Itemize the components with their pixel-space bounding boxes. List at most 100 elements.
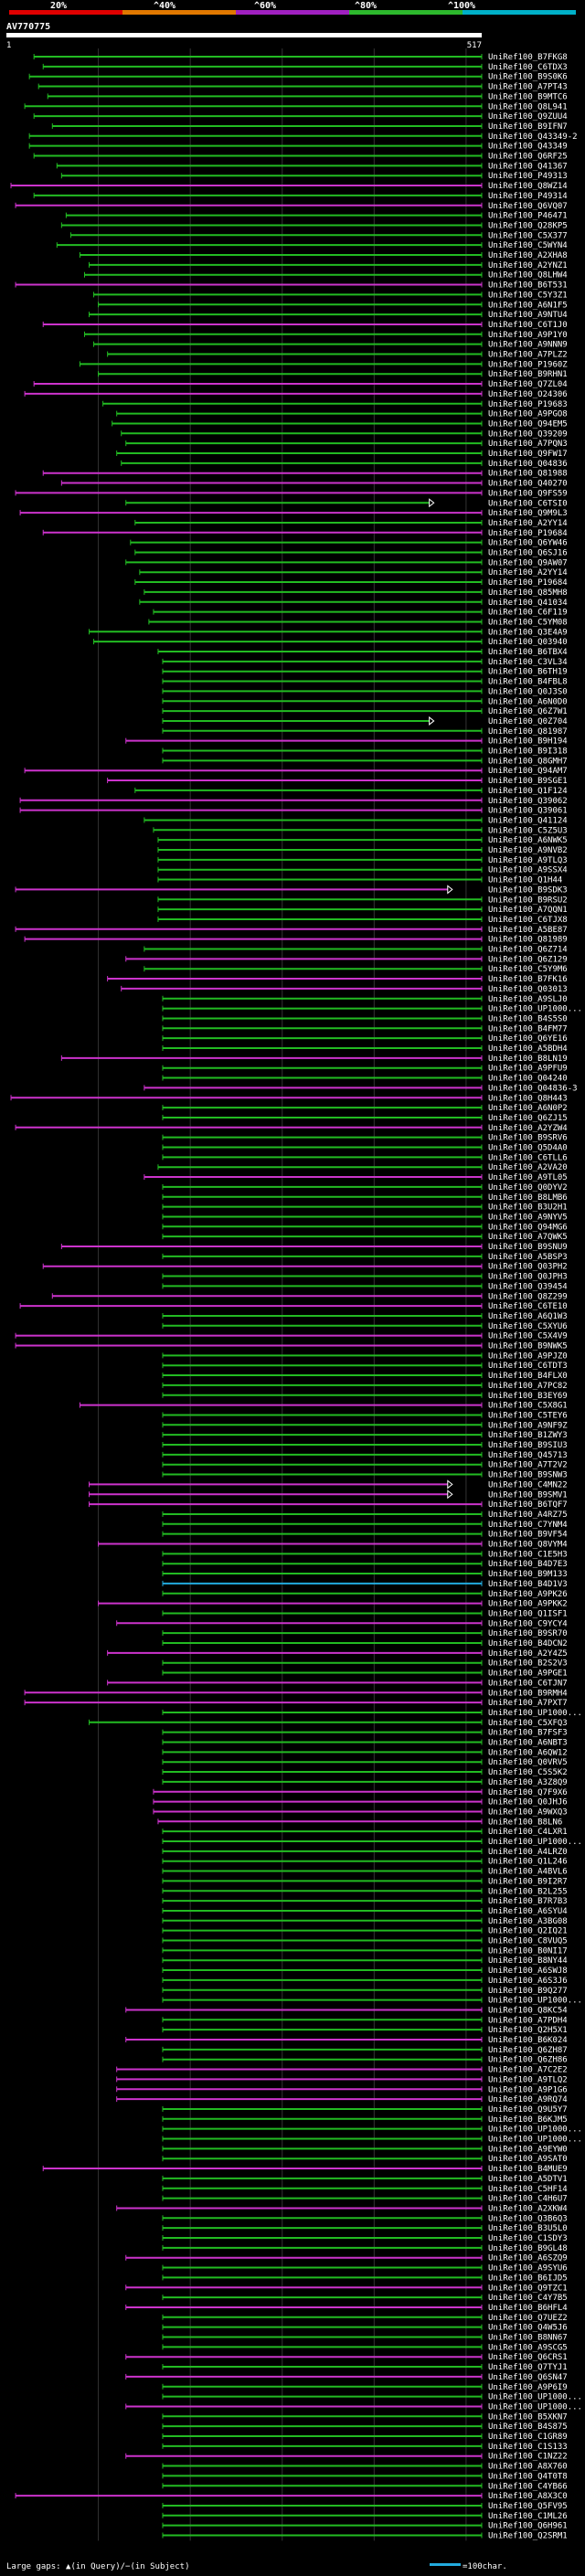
hit-row[interactable]: UniRef100_Q85MH8 [144, 588, 568, 598]
hit-row[interactable]: UniRef100_Q8L941 [24, 102, 568, 111]
hit-row[interactable]: UniRef100_A4RZ75 [162, 1511, 568, 1520]
hit-row[interactable]: UniRef100_B4D1V3 [162, 1580, 568, 1589]
hit-row[interactable]: UniRef100_B9M133 [162, 1570, 568, 1579]
hit-label[interactable]: UniRef100_A9NYV5 [488, 1213, 568, 1222]
hit-label[interactable]: UniRef100_B9SNW3 [488, 1471, 568, 1480]
hit-label[interactable]: UniRef100_Q43349-2 [488, 133, 578, 142]
hit-row[interactable]: UniRef100_A4BVL6 [162, 1868, 568, 1877]
hit-row[interactable]: UniRef100_Q6CRS1 [125, 2353, 568, 2362]
hit-label[interactable]: UniRef100_C5Z5U3 [488, 826, 568, 835]
hit-label[interactable]: UniRef100_Q1L246 [488, 1858, 568, 1867]
hit-row[interactable]: UniRef100_B6IJD5 [162, 2274, 568, 2283]
hit-label[interactable]: UniRef100_C5X4V9 [488, 1332, 568, 1341]
hit-row[interactable]: UniRef100_UP1000... [162, 1005, 582, 1014]
hit-row[interactable]: UniRef100_B2S2V3 [162, 1659, 568, 1669]
hit-row[interactable]: UniRef100_C6TE10 [19, 1302, 568, 1311]
hit-row[interactable]: UniRef100_Q4W5J6 [162, 2324, 568, 2333]
hit-label[interactable]: UniRef100_A9NVB2 [488, 846, 568, 855]
hit-label[interactable]: UniRef100_C5XYU6 [488, 1322, 568, 1331]
hit-label[interactable]: UniRef100_C5S5K2 [488, 1768, 568, 1777]
hit-label[interactable]: UniRef100_C1E5H3 [488, 1550, 568, 1559]
hit-row[interactable]: UniRef100_A9SSX4 [157, 866, 568, 875]
hit-row[interactable]: UniRef100_A7PQN3 [125, 440, 568, 449]
hit-label[interactable]: UniRef100_A6SWJ8 [488, 1966, 568, 1976]
hit-row[interactable]: UniRef100_B9SMV1 [89, 1489, 568, 1500]
hit-row[interactable]: UniRef100_UP1000... [162, 1997, 582, 2006]
hit-row[interactable]: UniRef100_B8LN6 [157, 1818, 562, 1827]
hit-row[interactable]: UniRef100_B6HFL4 [125, 2304, 568, 2313]
hit-label[interactable]: UniRef100_Q6ZH86 [488, 2056, 568, 2065]
hit-label[interactable]: UniRef100_B7FSF3 [488, 1729, 568, 1738]
hit-row[interactable]: UniRef100_B9H194 [125, 737, 568, 747]
hit-row[interactable]: UniRef100_C3VL34 [162, 658, 568, 667]
hit-row[interactable]: UniRef100_C6TDT3 [162, 1362, 568, 1371]
hit-label[interactable]: UniRef100_Q39209 [488, 429, 568, 439]
hit-label[interactable]: UniRef100_A6QW12 [488, 1748, 568, 1757]
hit-row[interactable]: UniRef100_UP1000... [162, 2136, 582, 2145]
hit-row[interactable]: UniRef100_Q81989 [24, 936, 568, 945]
hit-row[interactable]: UniRef100_A9NF9Z [162, 1421, 568, 1430]
hit-label[interactable]: UniRef100_B9RSU2 [488, 896, 568, 905]
hit-row[interactable]: UniRef100_C5Z5U3 [153, 826, 568, 835]
hit-label[interactable]: UniRef100_Q2H5X1 [488, 2026, 568, 2035]
hit-label[interactable]: UniRef100_Q81987 [488, 727, 568, 737]
hit-row[interactable]: UniRef100_A9PFU9 [162, 1065, 568, 1074]
hit-row[interactable]: UniRef100_B9RSU2 [157, 896, 568, 905]
hit-label[interactable]: UniRef100_A5BSP3 [488, 1253, 568, 1262]
hit-label[interactable]: UniRef100_Q0Z704 [488, 717, 568, 726]
hit-row[interactable]: UniRef100_A8X3C0 [15, 2492, 568, 2501]
hit-label[interactable]: UniRef100_Q1ISF1 [488, 1609, 568, 1618]
hit-label[interactable]: UniRef100_A7PDH4 [488, 2016, 568, 2025]
hit-row[interactable]: UniRef100_Q2SRM1 [162, 2532, 568, 2541]
hit-row[interactable]: UniRef100_Q94AM7 [24, 767, 568, 776]
hit-label[interactable]: UniRef100_A9NNN9 [488, 341, 568, 350]
hit-row[interactable]: UniRef100_Q7ZL04 [33, 380, 568, 389]
hit-label[interactable]: UniRef100_Q7ZL04 [488, 380, 568, 389]
hit-label[interactable]: UniRef100_A5BE87 [488, 926, 568, 935]
hit-label[interactable]: UniRef100_B8NY44 [488, 1956, 568, 1966]
hit-row[interactable]: UniRef100_Q8KC54 [125, 2006, 568, 2015]
hit-row[interactable]: UniRef100_Q1L246 [162, 1858, 568, 1867]
hit-label[interactable]: UniRef100_Q3B6Q3 [488, 2214, 568, 2223]
hit-row[interactable]: UniRef100_Q39062 [19, 797, 568, 806]
hit-label[interactable]: UniRef100_Q4W5J6 [488, 2324, 568, 2333]
hit-label[interactable]: UniRef100_UP1000... [488, 2402, 582, 2412]
hit-row[interactable]: UniRef100_B3U2H1 [162, 1203, 568, 1213]
hit-label[interactable]: UniRef100_B4D1V3 [488, 1580, 568, 1589]
hit-row[interactable]: UniRef100_C5X4V9 [15, 1332, 568, 1341]
hit-row[interactable]: UniRef100_A8X760 [162, 2463, 568, 2472]
hit-row[interactable]: UniRef100_C4MN22 [89, 1479, 568, 1489]
hit-row[interactable]: UniRef100_A9TLQ3 [157, 856, 568, 865]
hit-label[interactable]: UniRef100_Q04240 [488, 1075, 568, 1084]
hit-label[interactable]: UniRef100_A9P1Y0 [488, 331, 568, 340]
hit-label[interactable]: UniRef100_B9SNU9 [488, 1243, 568, 1252]
hit-row[interactable]: UniRef100_Q3E4A9 [89, 628, 568, 637]
hit-label[interactable]: UniRef100_C1SDY3 [488, 2234, 568, 2243]
hit-label[interactable]: UniRef100_Q9U5Y7 [488, 2105, 568, 2115]
hit-label[interactable]: UniRef100_Q8WZ14 [488, 182, 568, 191]
hit-label[interactable]: UniRef100_A7PLZ2 [488, 351, 568, 360]
hit-label[interactable]: UniRef100_Q9ZUU4 [488, 112, 568, 122]
hit-label[interactable]: UniRef100_P46471 [488, 212, 568, 221]
hit-label[interactable]: UniRef100_Q6RF25 [488, 153, 568, 162]
hit-row[interactable]: UniRef100_B3EY69 [162, 1392, 568, 1401]
hit-label[interactable]: UniRef100_Q03940 [488, 638, 568, 647]
hit-label[interactable]: UniRef100_B2S2V3 [488, 1659, 568, 1669]
hit-label[interactable]: UniRef100_Q7TYJ1 [488, 2363, 568, 2372]
hit-label[interactable]: UniRef100_A9RQ74 [488, 2095, 568, 2104]
hit-label[interactable]: UniRef100_B7FK16 [488, 975, 568, 984]
hit-label[interactable]: UniRef100_B6KJM5 [488, 2115, 568, 2125]
hit-row[interactable]: UniRef100_Q9FS59 [15, 489, 568, 498]
hit-row[interactable]: UniRef100_C1S133 [162, 2443, 568, 2452]
hit-row[interactable]: UniRef100_A7QQN1 [157, 906, 568, 915]
hit-row[interactable]: UniRef100_A9TLQ2 [116, 2075, 568, 2084]
hit-row[interactable]: UniRef100_Q40270 [60, 480, 568, 489]
hit-row[interactable]: UniRef100_C6T1J0 [42, 321, 568, 330]
hit-label[interactable]: UniRef100_B9SRV6 [488, 1134, 568, 1143]
hit-row[interactable]: UniRef100_A9EYW0 [162, 2145, 568, 2154]
hit-label[interactable]: UniRef100_Q8L941 [488, 102, 568, 111]
hit-row[interactable]: UniRef100_B8LMB6 [162, 1193, 568, 1203]
hit-row[interactable]: UniRef100_Q3B6Q3 [162, 2214, 568, 2223]
hit-row[interactable]: UniRef100_Q0J3S0 [162, 687, 568, 696]
hit-row[interactable]: UniRef100_A2YZW4 [15, 1124, 568, 1133]
